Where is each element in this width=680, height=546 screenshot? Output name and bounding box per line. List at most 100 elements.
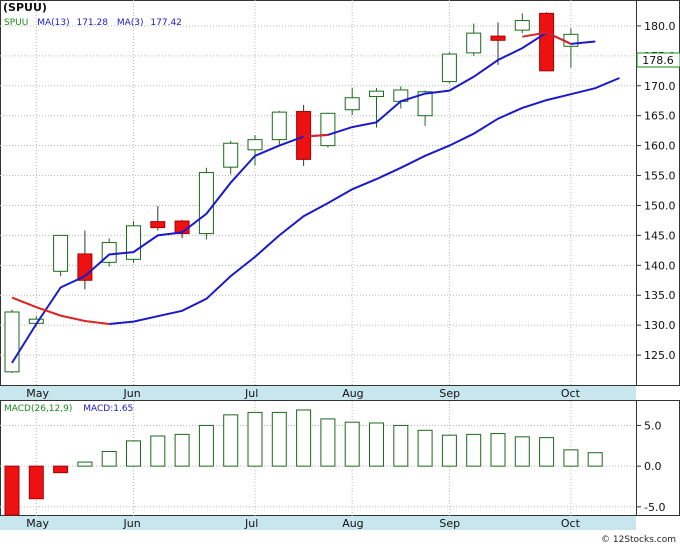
candle-body bbox=[490, 35, 506, 41]
legend-ma3-name: MA(3) bbox=[117, 18, 144, 28]
macd-legend-name: MACD(26,12,9) bbox=[4, 404, 72, 414]
macd-bar bbox=[393, 424, 409, 467]
macd-bar bbox=[563, 449, 579, 467]
macd-bars bbox=[4, 409, 603, 516]
macd-bar bbox=[466, 433, 482, 467]
candle-body bbox=[441, 53, 457, 83]
candle bbox=[466, 23, 482, 56]
candle-body bbox=[369, 90, 384, 98]
macd-x-labels: May Jun Jul Aug Sep Oct bbox=[26, 517, 580, 530]
macd-month-label: Oct bbox=[561, 517, 581, 530]
macd-tick-label: 0.0 bbox=[644, 460, 662, 473]
price-legend: SPUU MA(13) 171.28 MA(3) 177.42 bbox=[4, 18, 182, 28]
price-tick-label: 125.0 bbox=[644, 349, 676, 362]
price-month-label: Sep bbox=[439, 387, 460, 400]
macd-bar bbox=[28, 465, 44, 500]
candle bbox=[417, 90, 433, 126]
price-tick-label: 180.0 bbox=[644, 20, 676, 33]
price-tick-label: 150.0 bbox=[644, 199, 676, 212]
candle-body bbox=[198, 172, 214, 235]
macd-legend: MACD(26,12,9) MACD:1.65 bbox=[4, 404, 133, 414]
moving-average-lines bbox=[11, 31, 620, 364]
macd-bar bbox=[271, 411, 287, 467]
symbol-label: (SPUU) bbox=[3, 1, 47, 14]
macd-bar bbox=[369, 422, 384, 467]
candle bbox=[514, 13, 530, 34]
legend-symbol: SPUU bbox=[4, 18, 28, 28]
candle bbox=[271, 110, 287, 145]
candle-body bbox=[223, 142, 239, 168]
macd-month-label: Jun bbox=[123, 517, 141, 530]
macd-bar bbox=[539, 437, 555, 467]
macd-bar bbox=[247, 411, 263, 467]
price-month-label: May bbox=[26, 387, 49, 400]
credit-text: © 12Stocks.com bbox=[601, 535, 676, 545]
price-tick-label: 145.0 bbox=[644, 229, 676, 242]
macd-bar bbox=[150, 435, 166, 467]
price-tick-label: 135.0 bbox=[644, 289, 676, 302]
candle-body bbox=[247, 139, 263, 151]
candle bbox=[53, 234, 69, 277]
candle-body bbox=[417, 91, 433, 117]
ma-line bbox=[522, 31, 572, 45]
candle bbox=[490, 22, 506, 65]
price-month-label: Oct bbox=[561, 387, 581, 400]
macd-bar bbox=[53, 465, 69, 474]
macd-bar bbox=[174, 433, 190, 467]
macd-bar bbox=[126, 440, 141, 467]
price-month-label: Jun bbox=[123, 387, 141, 400]
price-tick-label: 130.0 bbox=[644, 319, 676, 332]
price-tick-label: 140.0 bbox=[644, 259, 676, 272]
macd-tick-label: -5.0 bbox=[644, 501, 665, 514]
candle-body bbox=[466, 32, 482, 54]
macd-bar bbox=[320, 418, 336, 467]
macd-bar bbox=[417, 429, 433, 467]
macd-month-label: Jul bbox=[244, 517, 258, 530]
price-y-ticks: 125.0 130.0 135.0 140.0 145.0 150.0 155.0 160.0… bbox=[636, 20, 676, 362]
macd-bar bbox=[344, 421, 360, 467]
last-price-label: 178.6 bbox=[642, 54, 674, 67]
candle-body bbox=[514, 20, 530, 31]
macd-bar bbox=[514, 436, 530, 467]
legend-ma13-name: MA(13) bbox=[37, 18, 69, 28]
candle bbox=[126, 221, 141, 263]
price-tick-label: 160.0 bbox=[644, 140, 676, 153]
price-date-axis-band bbox=[0, 386, 636, 400]
macd-tick-label: 5.0 bbox=[644, 419, 662, 432]
candle-body bbox=[320, 112, 336, 147]
candle bbox=[539, 12, 555, 72]
candle bbox=[198, 167, 214, 240]
price-x-labels: May Jun Jul Aug Sep Oct bbox=[26, 387, 580, 400]
candle bbox=[247, 134, 263, 166]
macd-date-axis-band bbox=[0, 516, 636, 530]
ma-line bbox=[109, 77, 620, 325]
price-month-label: Aug bbox=[342, 387, 363, 400]
price-month-label: Jul bbox=[244, 387, 258, 400]
candle bbox=[320, 112, 336, 148]
macd-month-label: Sep bbox=[439, 517, 460, 530]
candle bbox=[344, 88, 360, 116]
candle-body bbox=[539, 12, 555, 72]
macd-bar bbox=[490, 433, 506, 467]
candle bbox=[4, 309, 20, 374]
macd-bar bbox=[4, 465, 20, 516]
price-tick-label: 165.0 bbox=[644, 110, 676, 123]
macd-month-label: May bbox=[26, 517, 49, 530]
macd-y-ticks: -5.0 0.0 5.0 bbox=[636, 419, 665, 514]
macd-bar bbox=[223, 414, 239, 467]
macd-bar bbox=[296, 409, 312, 467]
candle-body bbox=[271, 111, 287, 141]
macd-bar bbox=[198, 424, 214, 467]
price-panel-frame bbox=[0, 0, 680, 386]
legend-ma13-value: 171.28 bbox=[76, 18, 108, 28]
candle bbox=[441, 52, 457, 84]
legend-ma3-value: 177.42 bbox=[150, 18, 182, 28]
candle-body bbox=[150, 221, 166, 229]
last-price-tag: 178.6 bbox=[636, 52, 680, 68]
macd-bar bbox=[587, 452, 603, 467]
candle-body bbox=[344, 97, 360, 111]
price-tick-label: 170.0 bbox=[644, 80, 676, 93]
candle-body bbox=[126, 225, 141, 260]
ma-line bbox=[303, 133, 328, 138]
price-grid bbox=[0, 0, 636, 386]
